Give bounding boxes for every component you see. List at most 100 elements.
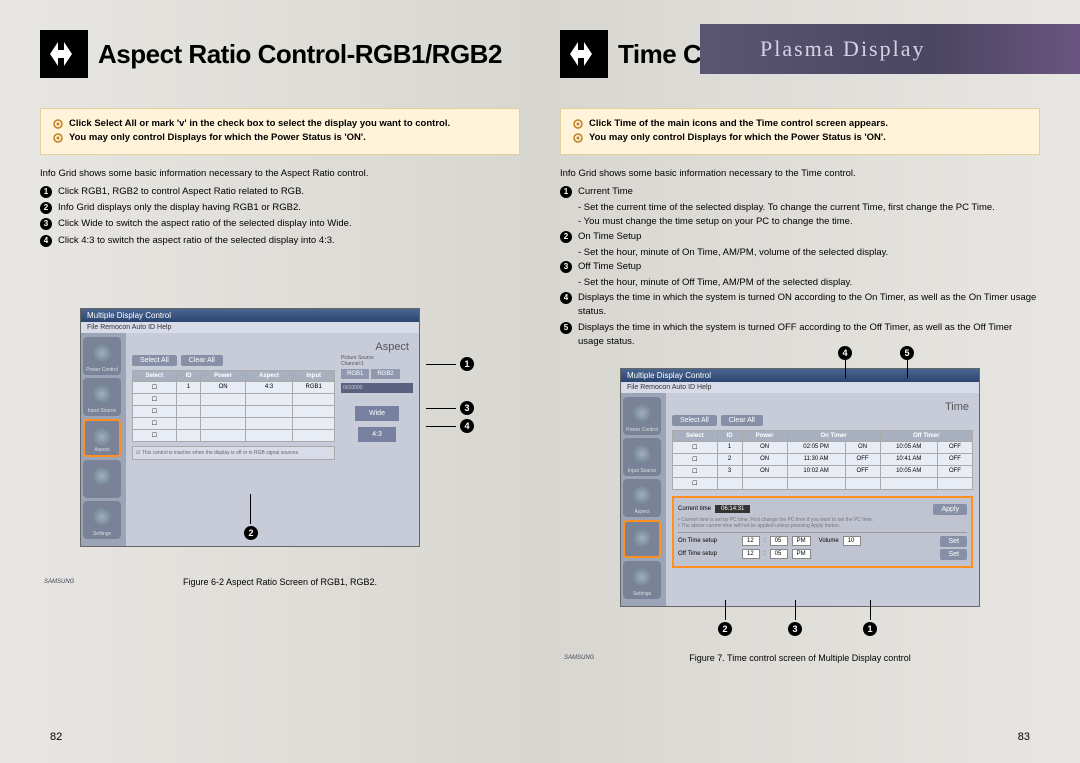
- table-row[interactable]: ☐2ON11:30 AMOFF10:41 AMOFF: [673, 453, 973, 465]
- clear-all-button[interactable]: Clear All: [181, 355, 223, 366]
- table-row[interactable]: ☐3ON10:02 AMOFF10:05 AMOFF: [673, 465, 973, 477]
- off-time-label: Off Time setup: [678, 551, 738, 557]
- ampm-field[interactable]: PM: [792, 536, 811, 546]
- left-title-row: Aspect Ratio Control-RGB1/RGB2: [40, 30, 520, 78]
- mock-sidebar: Power Control Input Source Aspect Settin…: [621, 393, 666, 606]
- logo-icon: SAMSUNG: [564, 655, 594, 661]
- right-intro: Info Grid shows some basic information n…: [560, 167, 1040, 181]
- info-line: Click Select All or mark 'v' in the chec…: [53, 117, 507, 131]
- list-item: 1Click RGB1, RGB2 to control Aspect Rati…: [40, 185, 520, 199]
- select-all-button[interactable]: Select All: [672, 415, 717, 426]
- side-icon-selected[interactable]: Aspect: [83, 419, 121, 457]
- table-row[interactable]: ☐1ON4:3RGB1: [133, 381, 335, 393]
- clear-all-button[interactable]: Clear All: [721, 415, 763, 426]
- right-caption: Figure 7. Time control screen of Multipl…: [560, 653, 1040, 663]
- num-icon: 2: [40, 202, 52, 214]
- list-item: 4Displays the time in which the system i…: [560, 291, 1040, 320]
- callout-3: 3: [460, 401, 474, 415]
- left-caption: Figure 6-2 Aspect Ratio Screen of RGB1, …: [40, 577, 520, 587]
- bullet-icon: [53, 119, 63, 129]
- info-line: Click Time of the main icons and the Tim…: [573, 117, 1027, 131]
- left-info-box: Click Select All or mark 'v' in the chec…: [40, 108, 520, 155]
- select-all-button[interactable]: Select All: [132, 355, 177, 366]
- table-row[interactable]: ☐: [133, 405, 335, 417]
- sub-item: - You must change the time setup on your…: [560, 215, 1040, 229]
- brand-text: Plasma Display: [760, 36, 926, 62]
- side-icon[interactable]: Power Control: [623, 397, 661, 435]
- page-spread: Aspect Ratio Control-RGB1/RGB2 Click Sel…: [0, 0, 1080, 683]
- mock-menubar: File Remocon Auto ID Help: [81, 322, 419, 333]
- logo-icon: SAMSUNG: [44, 579, 74, 585]
- volume-field[interactable]: 10: [843, 536, 861, 546]
- num-icon: 3: [40, 218, 52, 230]
- sub-item: - Set the current time of the selected d…: [560, 201, 1040, 215]
- rgb2-tab[interactable]: RGB2: [371, 369, 399, 379]
- callout-4: 4: [838, 346, 852, 360]
- left-screenshot-area: Multiple Display Control File Remocon Au…: [40, 308, 520, 587]
- side-icon[interactable]: Input Source: [623, 438, 661, 476]
- bullet-icon: [53, 133, 63, 143]
- table-row[interactable]: ☐1ON02:05 PMON10:05 AMOFF: [673, 441, 973, 453]
- current-time-label: Current time: [678, 506, 711, 512]
- mock-table: SelectIDPowerAspectInput ☐1ON4:3RGB1 ☐ ☐…: [132, 370, 335, 442]
- table-row[interactable]: ☐: [133, 417, 335, 429]
- time-panel: Current time 06:14:31 Apply • Current ti…: [672, 496, 973, 568]
- side-icon[interactable]: Input Source: [83, 378, 121, 416]
- side-icon[interactable]: Aspect: [623, 479, 661, 517]
- apply-button[interactable]: Apply: [933, 504, 967, 515]
- list-item: 3Click Wide to switch the aspect ratio o…: [40, 217, 520, 231]
- table-row[interactable]: ☐: [133, 429, 335, 441]
- num-icon: 2: [560, 231, 572, 243]
- side-icon[interactable]: Power Control: [83, 337, 121, 375]
- right-page: Time Control Click Time of the main icon…: [560, 30, 1040, 663]
- callout-1: 1: [863, 622, 877, 636]
- page-number-right: 83: [1018, 731, 1030, 743]
- table-row[interactable]: ☐: [673, 477, 973, 489]
- mock-heading: Time: [672, 399, 973, 415]
- page-number-left: 82: [50, 731, 62, 743]
- arrows-icon: [40, 30, 88, 78]
- info-line: You may only control Displays for which …: [53, 131, 507, 145]
- hour-field[interactable]: 12: [742, 549, 760, 559]
- callout-4: 4: [460, 419, 474, 433]
- num-icon: 3: [560, 261, 572, 273]
- minute-field[interactable]: 05: [770, 536, 788, 546]
- callout-5: 5: [900, 346, 914, 360]
- side-icon[interactable]: Settings: [623, 561, 661, 599]
- minute-field[interactable]: 05: [770, 549, 788, 559]
- table-row[interactable]: ☐: [133, 393, 335, 405]
- left-title: Aspect Ratio Control-RGB1/RGB2: [98, 39, 502, 70]
- time-mock-window: Multiple Display Control File Remocon Au…: [620, 368, 980, 607]
- list-item: 4Click 4:3 to switch the aspect ratio of…: [40, 234, 520, 248]
- left-intro: Info Grid shows some basic information n…: [40, 167, 520, 181]
- ampm-field[interactable]: PM: [792, 549, 811, 559]
- num-icon: 4: [40, 235, 52, 247]
- sub-item: - Set the hour, minute of Off Time, AM/P…: [560, 276, 1040, 290]
- right-list: 1Current Time - Set the current time of …: [560, 185, 1040, 350]
- left-page: Aspect Ratio Control-RGB1/RGB2 Click Sel…: [40, 30, 520, 663]
- sub-item: - Set the hour, minute of On Time, AM/PM…: [560, 246, 1040, 260]
- side-icon[interactable]: Settings: [83, 501, 121, 539]
- mock-titlebar: Multiple Display Control: [621, 369, 979, 382]
- list-item: 5Displays the time in which the system i…: [560, 321, 1040, 350]
- current-time-value: 06:14:31: [715, 505, 750, 513]
- list-item: 3Off Time Setup: [560, 260, 1040, 274]
- arrows-icon: [560, 30, 608, 78]
- side-icon[interactable]: [83, 460, 121, 498]
- num-icon: 5: [560, 322, 572, 334]
- ratio-button[interactable]: 4:3: [358, 427, 396, 442]
- rgb1-tab[interactable]: RGB1: [341, 369, 369, 379]
- right-screenshot-area: 4 5 Multiple Display Control File Remoco…: [560, 368, 1040, 663]
- callout-2: 2: [718, 622, 732, 636]
- on-time-label: On Time setup: [678, 538, 738, 544]
- mock-heading: Aspect: [132, 339, 413, 355]
- num-icon: 1: [40, 186, 52, 198]
- hour-field[interactable]: 12: [742, 536, 760, 546]
- side-icon-selected[interactable]: [623, 520, 661, 558]
- bullet-icon: [573, 133, 583, 143]
- set-button[interactable]: Set: [940, 549, 967, 560]
- mock-main: Aspect Select All Clear All SelectIDPowe…: [126, 333, 419, 546]
- wide-button[interactable]: Wide: [355, 406, 399, 421]
- right-info-box: Click Time of the main icons and the Tim…: [560, 108, 1040, 155]
- set-button[interactable]: Set: [940, 536, 967, 547]
